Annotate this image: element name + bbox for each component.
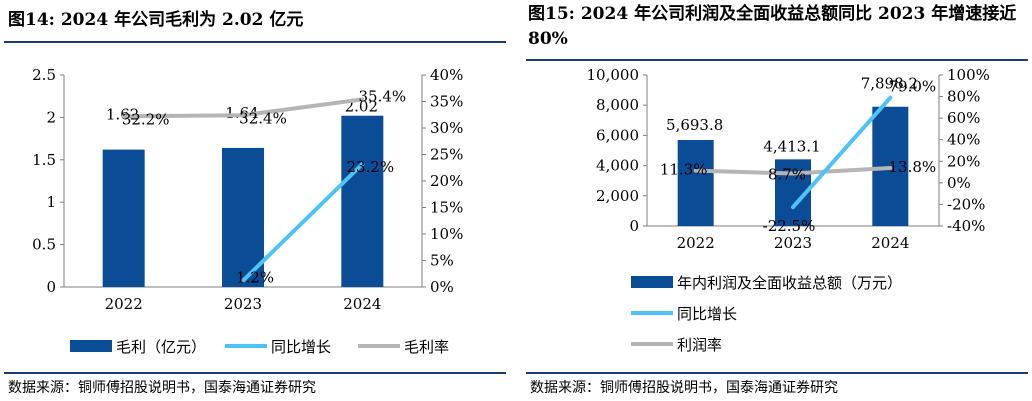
gross-profit-chart: 0 0.5 1 1.5 2 2.5 0% 5% 10% 15% 20% 25% 30% 35% 40% 202… [32,66,463,356]
left-tick-label: 2 [46,108,56,126]
right-tick-label: 40% [947,131,980,149]
chart-title: 图14: 2024 年公司毛利为 2.02 亿元 [8,10,304,30]
line-data-label: 11.3% [660,161,708,179]
bar-data-label: 4,413.1 [763,137,820,155]
line-data-label: 35.4% [359,87,407,105]
category-label: 2022 [105,295,143,313]
line-data-label: 13.8% [889,158,937,176]
profit-chart: 0 2,000 4,000 6,000 8,000 10,000 -40% -20% 0% 20%… [587,66,990,354]
line-data-label: 79.0% [889,78,937,96]
category-label: 2022 [677,234,715,252]
right-tick-label: 0% [947,174,971,192]
line-data-label: -22.5% [763,217,816,235]
line-data-label: 32.2% [122,110,170,128]
source-divider [526,372,1028,374]
right-tick-label: 10% [430,225,463,243]
legend-label: 同比增长 [677,305,737,323]
left-tick-label: 2.5 [32,66,56,84]
margin-line [693,165,893,176]
legend-swatch [70,340,112,352]
right-tick-label: 5% [430,252,454,270]
legend-label: 毛利（亿元） [116,338,206,356]
right-tick-label: 15% [430,199,463,217]
chart-title: 图15: 2024 年公司利润及全面收益总额同比 2023 年增速接近 80% [528,4,1017,49]
left-tick-label: 0.5 [32,236,56,254]
title-divider [4,41,506,43]
category-label: 2023 [224,295,262,313]
line-data-label: 8.7% [768,165,806,183]
right-tick-label: 40% [430,66,463,84]
right-tick-label: 100% [947,66,990,84]
source-note: 数据来源：铜师傅招股说明书，国泰海通证券研究 [530,380,838,396]
right-tick-label: -40% [947,217,985,235]
line-data-label: 32.4% [239,109,287,127]
right-tick-label: 20% [430,172,463,190]
legend-label: 毛利率 [404,338,449,356]
bar-data-label: 5,693.8 [666,116,723,134]
yoy-growth-line [241,162,365,283]
chart-panel-profit: 图15: 2024 年公司利润及全面收益总额同比 2023 年增速接近 80% … [522,0,1032,401]
left-tick-label: 8,000 [596,96,639,114]
left-tick-label: 6,000 [596,126,639,144]
right-tick-label: 20% [947,152,980,170]
legend-swatch [631,276,673,288]
source-divider [4,372,506,374]
left-tick-label: 1.5 [32,151,56,169]
left-tick-label: 0 [46,278,56,296]
legend-label: 年内利润及全面收益总额（万元） [677,274,902,292]
right-tick-label: -20% [947,195,985,213]
category-label: 2023 [774,234,812,252]
legend-label: 同比增长 [271,338,331,356]
chart-panel-gross-profit: 图14: 2024 年公司毛利为 2.02 亿元 0 0.5 1 1.5 2 2.5 0% 5… [0,0,510,401]
bar [341,115,384,287]
bar-data-label: 1.64 [225,104,258,122]
left-tick-label: 0 [629,217,639,235]
category-label: 2024 [343,295,381,313]
left-tick-label: 4,000 [596,157,639,175]
yoy-growth-line [791,95,893,210]
line-data-label: 1.2% [236,269,274,287]
source-note: 数据来源：铜师傅招股说明书，国泰海通证券研究 [8,380,316,396]
right-tick-label: 30% [430,119,463,137]
right-tick-label: 0% [430,278,454,296]
left-tick-label: 10,000 [587,66,640,84]
legend-label: 利润率 [677,336,722,354]
right-tick-label: 35% [430,93,463,111]
bar-data-label: 7,898.2 [861,75,918,93]
margin-line [121,97,365,119]
right-tick-label: 80% [947,88,980,106]
bar [677,140,714,226]
left-tick-label: 2,000 [596,187,639,205]
bar [102,149,145,287]
right-tick-label: 25% [430,146,463,164]
right-tick-label: 60% [947,109,980,127]
bar [222,147,264,287]
category-label: 2024 [871,234,909,252]
title-divider [526,59,1028,61]
left-tick-label: 1 [46,193,56,211]
line-data-label: 23.2% [347,158,395,176]
